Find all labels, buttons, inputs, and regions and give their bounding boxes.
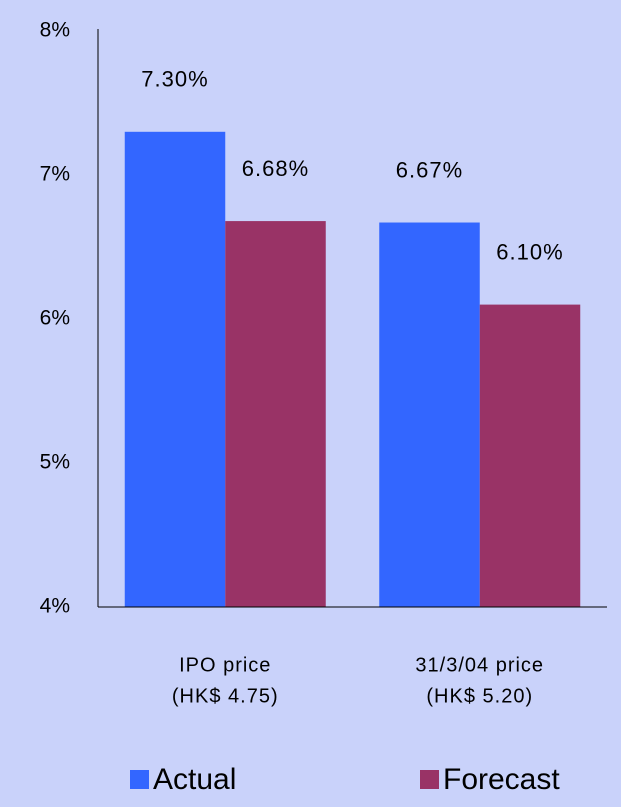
- bar: [379, 222, 480, 607]
- y-tick-label: 6%: [40, 307, 70, 330]
- legend-swatch: [130, 770, 149, 789]
- value-label: 6.68%: [242, 156, 309, 181]
- y-tick-label: 5%: [40, 451, 70, 474]
- value-label: 6.10%: [496, 239, 563, 264]
- x-tick-label: (HK$ 4.75): [172, 685, 279, 707]
- legend-label: Forecast: [443, 763, 560, 796]
- x-tick-label: (HK$ 5.20): [426, 685, 533, 707]
- y-tick-label: 8%: [40, 19, 70, 42]
- legend-label: Actual: [153, 763, 236, 796]
- y-tick-label: 4%: [40, 595, 70, 618]
- value-label: 7.30%: [141, 67, 208, 92]
- legend-swatch: [420, 770, 439, 789]
- y-tick-label: 7%: [40, 163, 70, 186]
- bar: [124, 131, 226, 608]
- bar: [479, 304, 581, 607]
- x-tick-label: 31/3/04 price: [415, 654, 544, 676]
- bar: [225, 221, 326, 607]
- value-label: 6.67%: [396, 157, 463, 182]
- x-tick-label: IPO price: [179, 654, 271, 676]
